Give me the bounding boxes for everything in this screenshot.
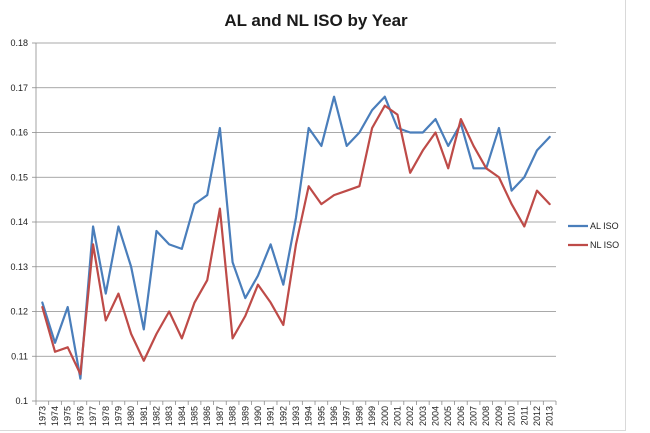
x-tick-label: 1985: [190, 406, 200, 426]
x-tick-label: 1974: [50, 406, 60, 426]
x-tick-label: 2004: [431, 406, 441, 426]
x-tick-label: 2003: [418, 406, 428, 426]
x-tick-label: 2001: [392, 406, 402, 426]
y-tick-label: 0.16: [10, 128, 28, 138]
x-tick-label: 1988: [228, 406, 238, 426]
gridlines: [36, 42, 556, 357]
x-tick-label: 1992: [278, 406, 288, 426]
y-tick-label: 0.15: [10, 172, 28, 182]
x-tick-label: 2000: [380, 406, 390, 426]
x-tick-label: 1982: [151, 406, 161, 426]
x-tick-label: 1991: [266, 406, 276, 426]
series-lines: [41, 95, 551, 380]
x-tick-label: 2002: [405, 406, 415, 426]
x-tick-label: 1973: [37, 406, 47, 426]
x-tick-label: 1987: [215, 406, 225, 426]
legend-label: NL ISO: [590, 240, 619, 250]
legend: AL ISO NL ISO: [568, 221, 619, 250]
series-line-nl-iso: [41, 104, 551, 376]
x-tick-label: 1976: [75, 406, 85, 426]
x-tick-label: 1981: [139, 406, 149, 426]
x-tick-label: 2008: [481, 406, 491, 426]
x-tick-label: 1986: [202, 406, 212, 426]
x-tick-label: 1975: [63, 406, 73, 426]
x-tick-label: 2006: [456, 406, 466, 426]
x-tick-label: 2005: [443, 406, 453, 426]
x-tick-label: 1989: [240, 406, 250, 426]
chart-frame: [0, 0, 626, 431]
x-tick-label: 1984: [177, 406, 187, 426]
x-tick-label: 2007: [469, 406, 479, 426]
x-tick-label: 2013: [545, 406, 555, 426]
y-tick-label: 0.18: [10, 38, 28, 48]
x-tick-label: 2010: [507, 406, 517, 426]
axes: [32, 42, 557, 405]
legend-label: AL ISO: [590, 221, 619, 231]
y-tick-label: 0.11: [11, 351, 28, 361]
series-line-al-iso: [41, 95, 551, 380]
x-tick-label: 1998: [354, 406, 364, 426]
x-tick-label: 1994: [304, 406, 314, 426]
chart-title: AL and NL ISO by Year: [224, 11, 408, 30]
x-tick-label: 1978: [101, 406, 111, 426]
x-tick-label: 1983: [164, 406, 174, 426]
x-tick-label: 1990: [253, 406, 263, 426]
y-tick-label: 0.12: [10, 307, 28, 317]
x-tick-label: 2009: [494, 406, 504, 426]
y-tick-label: 0.1: [15, 396, 28, 406]
x-tick-label: 1977: [88, 406, 98, 426]
x-axis-tick-labels: 1973 1974 1975 1976 1977 1978 1979 1980 1981 1982…: [37, 406, 554, 426]
x-tick-label: 1995: [316, 406, 326, 426]
y-tick-label: 0.14: [10, 217, 28, 227]
x-tick-label: 2012: [532, 406, 542, 426]
x-tick-label: 1997: [342, 406, 352, 426]
x-tick-label: 1979: [113, 406, 123, 426]
x-tick-label: 1996: [329, 406, 339, 426]
y-tick-label: 0.17: [10, 83, 28, 93]
y-tick-label: 0.13: [10, 262, 28, 272]
x-tick-label: 1999: [367, 406, 377, 426]
y-axis-tick-labels: 0.1 0.11 0.12 0.13 0.14 0.15 0.16 0.17 0.18: [10, 38, 28, 406]
x-tick-label: 1993: [291, 406, 301, 426]
x-tick-label: 2011: [519, 406, 529, 425]
x-tick-label: 1980: [126, 406, 136, 426]
